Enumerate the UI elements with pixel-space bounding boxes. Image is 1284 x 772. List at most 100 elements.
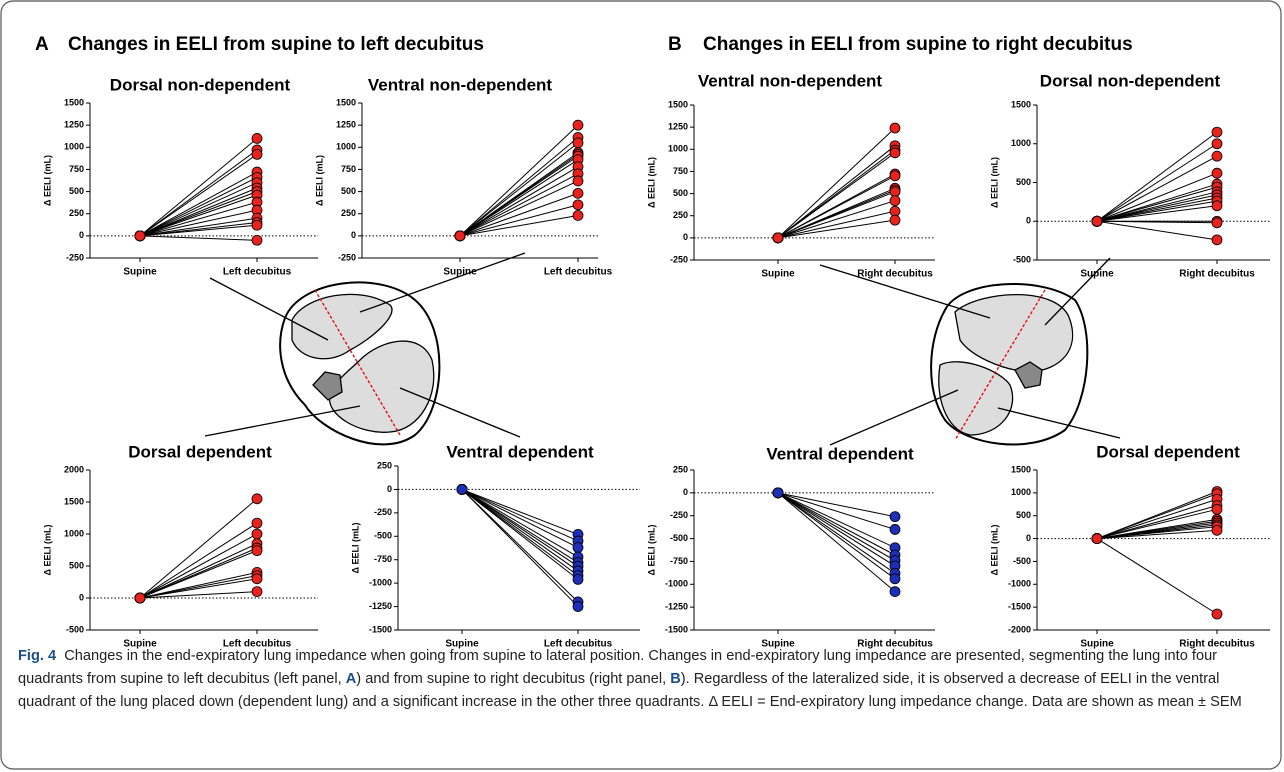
panel-letter: A (35, 34, 49, 55)
caption-text: Changes in end-expiratory lung impedance… (18, 648, 1218, 687)
point (572, 187, 584, 199)
x-tick-label: Supine (123, 267, 157, 278)
point (1211, 234, 1223, 246)
point (889, 214, 901, 226)
point (572, 601, 584, 612)
point (772, 232, 784, 244)
point (1091, 533, 1103, 544)
pair-line (777, 492, 896, 561)
pair-line (459, 166, 579, 237)
point (572, 137, 584, 149)
y-tick-label: 0 (351, 230, 356, 240)
point (251, 493, 263, 505)
pair-line (461, 489, 579, 567)
pair-line (139, 235, 258, 241)
x-tick-label: Left decubitus (544, 639, 613, 650)
chart-title: Dorsal dependent (128, 442, 272, 461)
pair-line (139, 591, 258, 599)
y-axis-label: Δ EELI (mL) (42, 525, 52, 576)
caption-ref: A (345, 671, 357, 687)
y-tick-label: 750 (341, 164, 356, 174)
y-tick-label: 1000 (64, 142, 84, 152)
point (889, 170, 901, 182)
pair-line (139, 182, 258, 237)
y-tick-label: 1000 (668, 144, 688, 154)
pair-line (459, 173, 579, 237)
pair-line (461, 489, 579, 572)
y-tick-label: 1500 (1011, 464, 1031, 474)
y-tick-label: -1500 (1008, 602, 1031, 612)
point (889, 147, 901, 159)
y-tick-label: 1250 (336, 120, 356, 130)
y-tick-label: 250 (673, 464, 688, 474)
x-tick-label: Supine (761, 639, 795, 650)
pair-line (139, 153, 258, 237)
y-tick-label: 1500 (1011, 99, 1031, 109)
y-tick-label: 750 (69, 164, 84, 174)
caption: Fig. 4 Changes in the end-expiratory lun… (18, 645, 1268, 714)
y-tick-label: -1250 (665, 602, 688, 612)
pair-line (139, 533, 258, 599)
pair-line (777, 127, 896, 239)
pair-line (777, 492, 896, 518)
pair-line (1096, 526, 1218, 540)
y-tick-label: 1500 (668, 99, 688, 109)
caption-label: Fig. 4 (18, 648, 57, 664)
y-axis-label: Δ EELI (mL) (350, 523, 360, 574)
chart-title: Dorsal dependent (1096, 442, 1240, 461)
y-tick-label: 1250 (668, 122, 688, 132)
pair-line (777, 145, 896, 239)
point (251, 148, 263, 160)
x-tick-label: Left decubitus (223, 267, 292, 278)
pair-line (1096, 220, 1218, 241)
chart-title: Ventral dependent (766, 444, 914, 463)
pair-line (1096, 493, 1218, 540)
y-tick-label: -500 (66, 624, 84, 634)
y-tick-label: 250 (341, 208, 356, 218)
y-tick-label: -250 (670, 254, 688, 264)
pair-line (461, 488, 579, 548)
y-tick-label: -250 (66, 252, 84, 262)
x-tick-label: Supine (443, 267, 477, 278)
y-tick-label: 1250 (64, 120, 84, 130)
pair-line (1096, 498, 1218, 540)
point (251, 517, 263, 529)
y-tick-label: -2000 (1008, 624, 1031, 634)
pair-line (139, 217, 258, 237)
pair-line (461, 489, 579, 607)
pair-line (777, 492, 896, 580)
pair-line (777, 219, 896, 239)
pair-line (1096, 186, 1218, 222)
y-tick-label: 0 (683, 232, 688, 242)
x-tick-label: Supine (1080, 269, 1114, 280)
pair-line (461, 489, 579, 603)
pair-line (1096, 505, 1218, 540)
y-tick-label: 500 (341, 186, 356, 196)
point (134, 592, 146, 604)
pair-line (459, 214, 579, 237)
pair-line (139, 187, 258, 237)
x-tick-label: Right decubitus (857, 269, 933, 280)
y-axis-label: Δ EELI (mL) (989, 525, 999, 576)
pair-line (139, 191, 258, 237)
pair-line (461, 488, 579, 542)
x-tick-label: Left decubitus (223, 639, 292, 650)
pair-line (459, 137, 579, 237)
pair-line (777, 152, 896, 239)
point (251, 234, 263, 246)
y-tick-label: 250 (673, 210, 688, 220)
point (1211, 503, 1223, 515)
y-tick-label: -1500 (369, 624, 392, 634)
pair-line (139, 522, 258, 599)
pair-line (1096, 197, 1218, 222)
pair-line (1096, 131, 1218, 222)
y-tick-label: 0 (1026, 533, 1031, 543)
pair-line (459, 192, 579, 237)
point (889, 524, 901, 535)
x-tick-label: Supine (1080, 639, 1114, 650)
point (1211, 167, 1223, 179)
x-tick-label: Supine (123, 639, 157, 650)
point (572, 210, 584, 221)
y-tick-label: 500 (1016, 510, 1031, 520)
